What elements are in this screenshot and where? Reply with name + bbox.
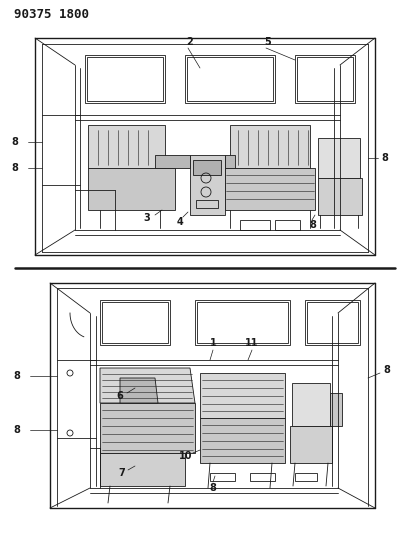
Polygon shape	[120, 378, 158, 403]
Polygon shape	[100, 403, 195, 453]
Polygon shape	[200, 418, 285, 463]
Text: 6: 6	[117, 391, 123, 401]
Text: 4: 4	[177, 217, 184, 227]
Text: 8: 8	[13, 425, 20, 435]
Bar	[197, 302, 288, 343]
Bar	[100, 300, 170, 345]
Polygon shape	[155, 155, 190, 168]
Bar	[275, 220, 300, 230]
Text: 8: 8	[210, 483, 217, 493]
Bar	[305, 300, 360, 345]
Bar	[187, 57, 273, 101]
Bar	[250, 473, 275, 481]
Bar	[307, 302, 358, 343]
Text: 8: 8	[11, 137, 18, 147]
Polygon shape	[190, 155, 225, 215]
Bar	[196, 200, 218, 208]
Polygon shape	[292, 383, 330, 426]
Polygon shape	[230, 125, 310, 168]
Polygon shape	[88, 125, 165, 168]
Text: 5: 5	[265, 37, 271, 47]
Bar	[193, 160, 221, 175]
Text: 11: 11	[245, 338, 259, 348]
Text: 8: 8	[310, 220, 316, 230]
Polygon shape	[200, 373, 285, 418]
Bar	[297, 57, 353, 101]
Bar	[295, 473, 317, 481]
Bar	[195, 300, 290, 345]
Text: 8: 8	[383, 365, 390, 375]
Polygon shape	[318, 178, 362, 215]
Polygon shape	[100, 368, 195, 403]
Text: 8: 8	[11, 163, 18, 173]
Text: 8: 8	[382, 153, 388, 163]
Polygon shape	[100, 453, 185, 486]
Text: 10: 10	[179, 451, 193, 461]
Polygon shape	[225, 155, 235, 168]
Polygon shape	[318, 138, 360, 178]
Text: 3: 3	[144, 213, 150, 223]
Bar	[210, 473, 235, 481]
Text: 90375 1800: 90375 1800	[14, 8, 89, 21]
Bar	[85, 55, 165, 103]
Bar	[87, 57, 163, 101]
Bar	[295, 55, 355, 103]
Text: 2: 2	[187, 37, 193, 47]
Bar	[185, 55, 275, 103]
Text: 8: 8	[13, 371, 20, 381]
Polygon shape	[225, 168, 315, 210]
Polygon shape	[88, 168, 175, 210]
Polygon shape	[290, 426, 332, 463]
Bar	[102, 302, 168, 343]
Text: 1: 1	[210, 338, 217, 348]
Bar	[240, 220, 270, 230]
Polygon shape	[330, 393, 342, 426]
Text: 7: 7	[118, 468, 125, 478]
